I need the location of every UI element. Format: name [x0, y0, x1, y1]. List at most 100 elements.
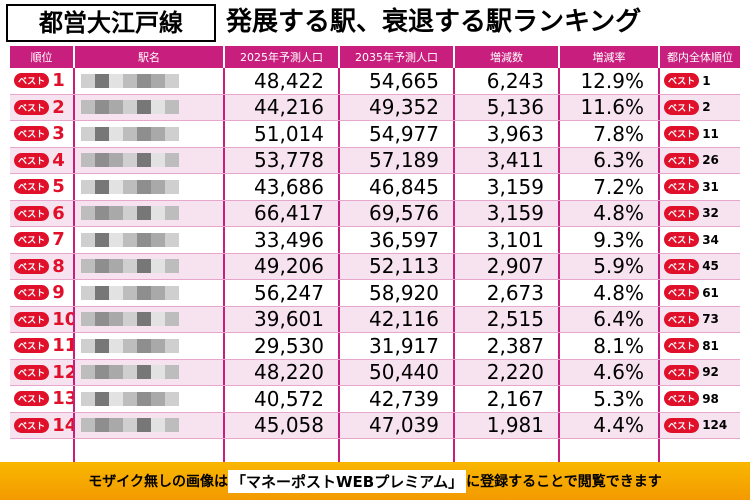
value: 43,686: [254, 174, 324, 199]
table-cell: 31,917: [340, 333, 455, 359]
table-cell: 52,113: [340, 253, 455, 279]
mosaic: [95, 391, 109, 406]
mosaic: [95, 206, 109, 221]
value: 4.8%: [593, 280, 644, 305]
column-header: 順位: [10, 46, 75, 68]
mosaic: [151, 312, 165, 327]
table-cell: [75, 412, 225, 438]
footer-text: に登録することで閲覧できます: [466, 474, 662, 490]
mosaic: [165, 206, 179, 221]
table-row: ベスト 9 56,247 58,920 2,673 4.8% ベスト 61: [10, 280, 740, 307]
value: 2,907: [486, 254, 544, 279]
rank: 14: [52, 414, 75, 436]
mosaic: [123, 179, 137, 194]
table-cell: 57,189: [340, 147, 455, 173]
value: 3,411: [486, 148, 544, 173]
mosaic: [81, 232, 95, 247]
footer-banner: モザイク無しの画像は 「マネーポストWEBプレミアム」 に登録することで閲覧できます: [0, 462, 750, 500]
mosaic: [137, 232, 151, 247]
table-cell: ベスト 92: [660, 360, 740, 386]
rank: 2: [52, 96, 65, 118]
table-cell: [75, 200, 225, 226]
badge: ベスト: [664, 364, 700, 380]
table-cell: ベスト 26: [660, 148, 740, 174]
column-header: 2035年予測人口: [340, 46, 455, 68]
badge: ベスト: [664, 285, 700, 301]
table-cell: [75, 306, 225, 332]
table-cell: 29,530: [225, 333, 340, 359]
table-cell: 3,159: [455, 174, 560, 200]
mosaic: [151, 153, 165, 168]
table-cell: ベスト 2: [10, 94, 75, 120]
badge: ベスト: [14, 311, 50, 327]
table-cell: ベスト 2: [660, 95, 740, 121]
table-cell: [340, 439, 455, 465]
column-header: 駅名: [75, 46, 225, 68]
table-cell: 2,387: [455, 333, 560, 359]
rank: 11: [52, 335, 75, 357]
badge: ベスト: [664, 152, 700, 168]
mosaic: [109, 232, 123, 247]
mosaic: [123, 100, 137, 115]
value: 54,977: [369, 121, 439, 146]
table-row: ベスト 8 49,206 52,113 2,907 5.9% ベスト 45: [10, 253, 740, 280]
table-cell: 47,039: [340, 412, 455, 438]
value: 39,601: [254, 307, 324, 332]
value: 3,159: [486, 174, 544, 199]
table-cell: 5.3%: [560, 386, 660, 412]
mosaic: [123, 391, 137, 406]
mosaic: [165, 365, 179, 380]
value: 2,673: [486, 280, 544, 305]
overall-rank: 73: [702, 312, 719, 327]
table-cell: 9.3%: [560, 227, 660, 253]
mosaic: [109, 126, 123, 141]
table-cell: 6.3%: [560, 147, 660, 173]
rank: 4: [52, 149, 65, 171]
value: 2,167: [486, 386, 544, 411]
mosaic: [123, 73, 137, 88]
overall-rank: 26: [702, 153, 719, 168]
table-row: ベスト 6 66,417 69,576 3,159 4.8% ベスト 32: [10, 200, 740, 227]
table-cell: [75, 94, 225, 120]
footer-text: モザイク無しの画像は: [88, 474, 228, 490]
table-cell: 54,665: [340, 68, 455, 94]
rank: 6: [52, 202, 65, 224]
value: 44,216: [254, 95, 324, 120]
table-cell: ベスト 1: [10, 68, 75, 94]
value: 5.9%: [593, 254, 644, 279]
mosaic: [165, 100, 179, 115]
value: 4.4%: [593, 413, 644, 438]
mosaic: [81, 338, 95, 353]
value: 49,206: [254, 254, 324, 279]
mosaic: [123, 338, 137, 353]
table-cell: 2,907: [455, 253, 560, 279]
table-cell: ベスト 6: [10, 200, 75, 226]
table-row: ベスト 4 53,778 57,189 3,411 6.3% ベスト 26: [10, 147, 740, 174]
table-cell: 56,247: [225, 280, 340, 306]
badge: ベスト: [664, 73, 700, 89]
table-cell: 58,920: [340, 280, 455, 306]
table-cell: [75, 439, 225, 465]
table-cell: 2,515: [455, 306, 560, 332]
badge: ベスト: [664, 391, 700, 407]
mosaic: [81, 73, 95, 88]
badge: ベスト: [14, 364, 50, 380]
mosaic: [95, 338, 109, 353]
value: 56,247: [254, 280, 324, 305]
badge: ベスト: [14, 258, 50, 274]
value: 42,116: [369, 307, 439, 332]
mosaic: [95, 418, 109, 433]
table-row: ベスト 3 51,014 54,977 3,963 7.8% ベスト 11: [10, 121, 740, 148]
value: 2,387: [486, 333, 544, 358]
mosaic: [109, 100, 123, 115]
mosaic: [95, 312, 109, 327]
table-cell: ベスト 11: [10, 333, 75, 359]
mosaic: [109, 338, 123, 353]
table-cell: ベスト 124: [660, 413, 740, 439]
mosaic: [109, 418, 123, 433]
value: 7.2%: [593, 174, 644, 199]
table-cell: ベスト 32: [660, 201, 740, 227]
value: 7.8%: [593, 121, 644, 146]
mosaic: [151, 232, 165, 247]
table-cell: 4.4%: [560, 412, 660, 438]
